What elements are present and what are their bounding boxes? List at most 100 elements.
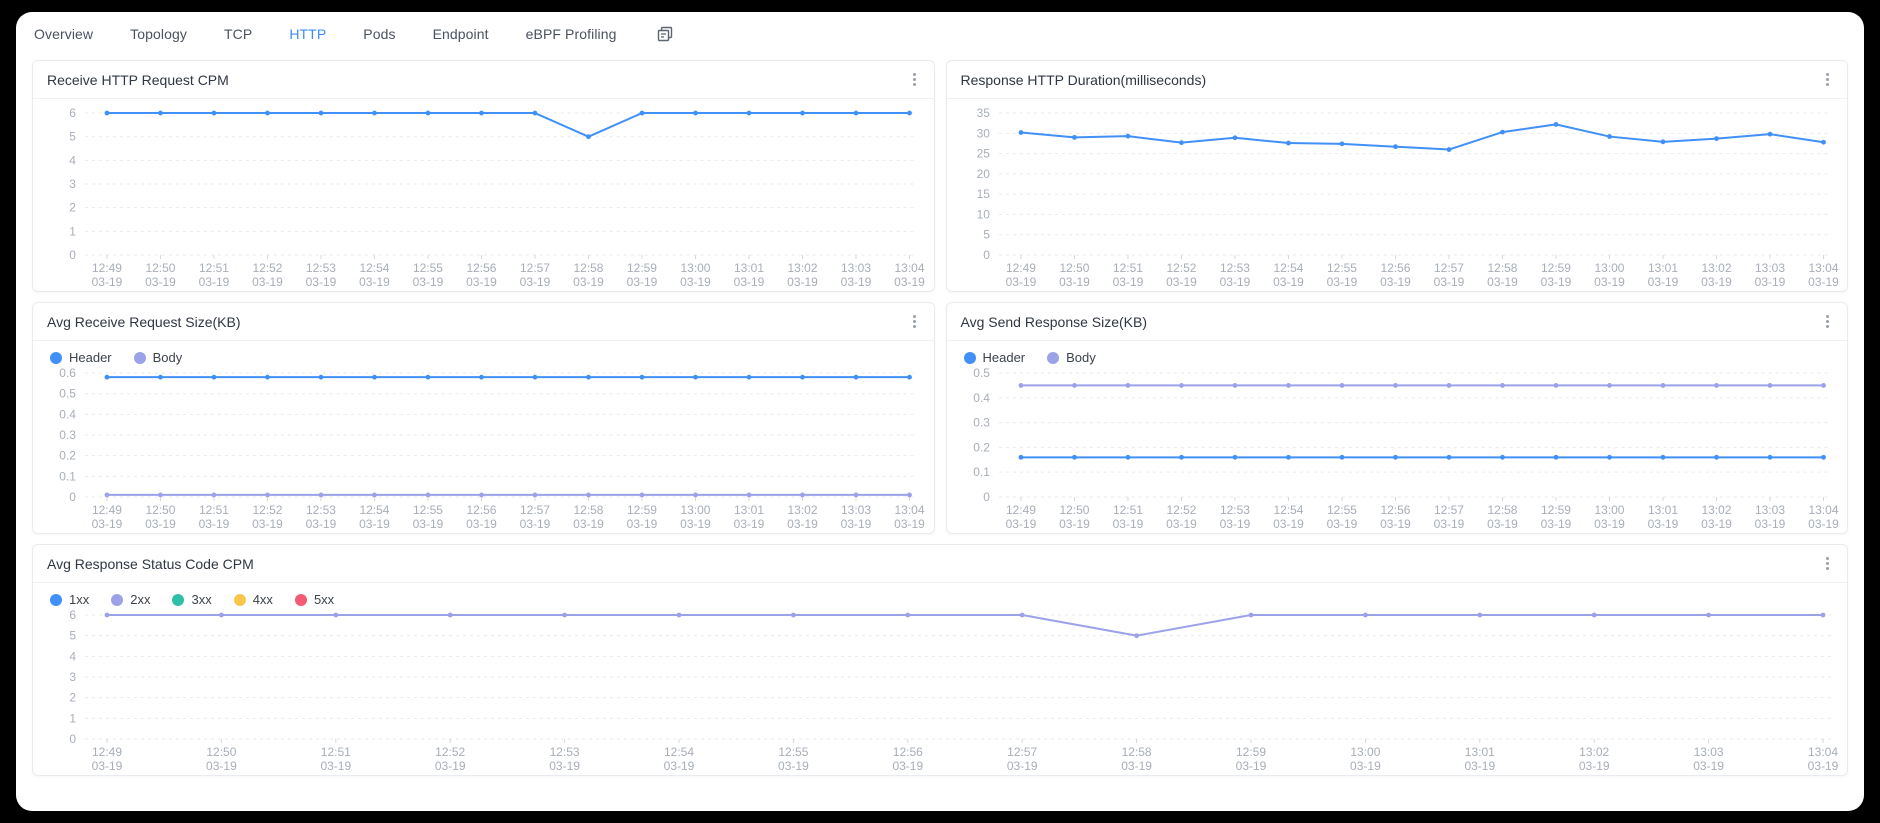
svg-text:12:49: 12:49 — [1005, 503, 1035, 517]
svg-text:03-19: 03-19 — [680, 275, 711, 289]
legend-item-header[interactable]: Header — [50, 350, 112, 365]
legend-item-1xx[interactable]: 1xx — [50, 592, 89, 607]
tab-pods[interactable]: Pods — [363, 26, 396, 42]
panel-title: Avg Response Status Code CPM — [47, 555, 254, 572]
svg-text:12:50: 12:50 — [206, 745, 236, 759]
svg-text:13:04: 13:04 — [1808, 745, 1838, 759]
svg-text:3: 3 — [69, 177, 76, 191]
svg-text:03-19: 03-19 — [841, 517, 872, 531]
svg-text:13:04: 13:04 — [1808, 503, 1838, 517]
svg-text:12:53: 12:53 — [306, 261, 336, 275]
svg-text:5: 5 — [983, 228, 990, 242]
svg-text:12:54: 12:54 — [664, 745, 694, 759]
tab-overview[interactable]: Overview — [34, 26, 94, 42]
svg-text:12:50: 12:50 — [1059, 503, 1089, 517]
kebab-menu-icon[interactable] — [1822, 553, 1833, 574]
legend-label: 2xx — [130, 592, 151, 607]
panel-title: Avg Receive Request Size(KB) — [47, 313, 241, 330]
kebab-menu-icon[interactable] — [909, 69, 920, 90]
svg-text:12:57: 12:57 — [1007, 745, 1037, 759]
kebab-menu-icon[interactable] — [1822, 311, 1833, 332]
svg-text:12:50: 12:50 — [145, 503, 175, 517]
svg-text:03-19: 03-19 — [1693, 759, 1724, 773]
svg-text:12:52: 12:52 — [1166, 503, 1196, 517]
panel-body: Header Body 0 0.1 0.2 0.3 0.4 0.5 0.6 12:49 03-19… — [33, 341, 934, 533]
svg-text:03-19: 03-19 — [92, 517, 123, 531]
legend-item-header[interactable]: Header — [963, 350, 1025, 365]
legend-dot-body — [133, 351, 146, 364]
svg-text:03-19: 03-19 — [320, 759, 351, 773]
svg-text:13:02: 13:02 — [1701, 261, 1731, 275]
line-chart-canvas[interactable]: 00.10.20.30.40.50.612:4903-1912:5003-191… — [33, 365, 934, 533]
line-chart-canvas[interactable]: 012345612:4903-1912:5003-1912:5103-1912:… — [33, 607, 1847, 775]
svg-text:03-19: 03-19 — [1433, 275, 1464, 289]
svg-text:03-19: 03-19 — [306, 517, 337, 531]
tab-topology[interactable]: Topology — [130, 26, 187, 42]
svg-text:03-19: 03-19 — [1219, 275, 1250, 289]
legend-dot-2xx — [111, 593, 124, 606]
tab-http[interactable]: HTTP — [289, 26, 327, 42]
svg-text:0.4: 0.4 — [59, 407, 76, 421]
svg-text:03-19: 03-19 — [1540, 275, 1571, 289]
line-chart-canvas[interactable]: 012345612:4903-1912:5003-1912:5103-1912:… — [33, 99, 934, 291]
svg-text:13:01: 13:01 — [1465, 745, 1495, 759]
svg-text:4: 4 — [69, 649, 76, 663]
svg-text:12:57: 12:57 — [520, 261, 550, 275]
line-chart-canvas[interactable]: 00.10.20.30.40.512:4903-1912:5003-1912:5… — [947, 365, 1848, 533]
svg-text:03-19: 03-19 — [145, 275, 176, 289]
legend-label: 5xx — [313, 592, 335, 607]
svg-text:12:50: 12:50 — [1059, 261, 1089, 275]
svg-text:03-19: 03-19 — [894, 517, 925, 531]
legend-item-3xx[interactable]: 3xx — [172, 592, 212, 607]
line-chart-canvas[interactable]: 0510152025303512:4903-1912:5003-1912:510… — [947, 99, 1848, 291]
svg-text:0.2: 0.2 — [59, 449, 76, 463]
svg-text:03-19: 03-19 — [1005, 275, 1036, 289]
svg-text:03-19: 03-19 — [1059, 275, 1090, 289]
panel-avg-receive-request-size: Avg Receive Request Size(KB) Header Body … — [32, 302, 935, 534]
chart-legend: 1xx 2xx 3xx 4xx 5xx — [33, 583, 1847, 607]
svg-text:03-19: 03-19 — [778, 759, 809, 773]
svg-text:03-19: 03-19 — [1647, 517, 1678, 531]
chart-legend: Header Body — [33, 341, 934, 365]
svg-text:03-19: 03-19 — [1219, 517, 1250, 531]
tab-endpoint[interactable]: Endpoint — [432, 26, 489, 42]
svg-text:03-19: 03-19 — [435, 759, 466, 773]
svg-text:03-19: 03-19 — [1594, 275, 1625, 289]
svg-text:03-19: 03-19 — [413, 275, 444, 289]
svg-text:0: 0 — [69, 248, 76, 262]
svg-text:03-19: 03-19 — [1112, 517, 1143, 531]
panel-title: Avg Send Response Size(KB) — [960, 313, 1148, 330]
svg-text:0.3: 0.3 — [973, 416, 990, 430]
svg-text:12:56: 12:56 — [1380, 503, 1410, 517]
legend-label: Body — [152, 350, 183, 365]
svg-text:03-19: 03-19 — [359, 275, 390, 289]
svg-text:03-19: 03-19 — [1166, 275, 1197, 289]
tab-tcp[interactable]: TCP — [224, 26, 253, 42]
svg-text:13:02: 13:02 — [1579, 745, 1609, 759]
svg-text:03-19: 03-19 — [894, 275, 925, 289]
dashboard-screen: Overview Topology TCP HTTP Pods Endpoint eBPF … — [16, 12, 1864, 811]
svg-text:03-19: 03-19 — [92, 759, 123, 773]
kebab-menu-icon[interactable] — [1822, 69, 1833, 90]
legend-item-body[interactable]: Body — [1047, 350, 1096, 365]
tab-ebpf-profiling[interactable]: eBPF Profiling — [525, 26, 617, 42]
legend-item-2xx[interactable]: 2xx — [111, 592, 150, 607]
svg-text:0.6: 0.6 — [59, 366, 76, 380]
svg-text:03-19: 03-19 — [549, 759, 580, 773]
kebab-menu-icon[interactable] — [909, 311, 920, 332]
panel-body: 0 1 2 3 4 5 6 12:49 03-19 12:50 03-19 12:51 03-19 12:… — [33, 99, 934, 291]
legend-item-4xx[interactable]: 4xx — [233, 592, 273, 607]
svg-text:03-19: 03-19 — [1380, 275, 1411, 289]
copy-icon[interactable] — [656, 24, 676, 44]
svg-text:12:56: 12:56 — [466, 503, 496, 517]
svg-text:03-19: 03-19 — [520, 517, 551, 531]
svg-text:12:55: 12:55 — [413, 261, 443, 275]
svg-text:03-19: 03-19 — [1754, 275, 1785, 289]
svg-text:03-19: 03-19 — [573, 275, 604, 289]
svg-text:03-19: 03-19 — [1273, 275, 1304, 289]
legend-item-5xx[interactable]: 5xx — [294, 592, 335, 607]
svg-text:03-19: 03-19 — [1007, 759, 1038, 773]
svg-text:13:03: 13:03 — [1755, 261, 1785, 275]
svg-text:13:01: 13:01 — [1648, 261, 1678, 275]
legend-item-body[interactable]: Body — [133, 350, 183, 365]
